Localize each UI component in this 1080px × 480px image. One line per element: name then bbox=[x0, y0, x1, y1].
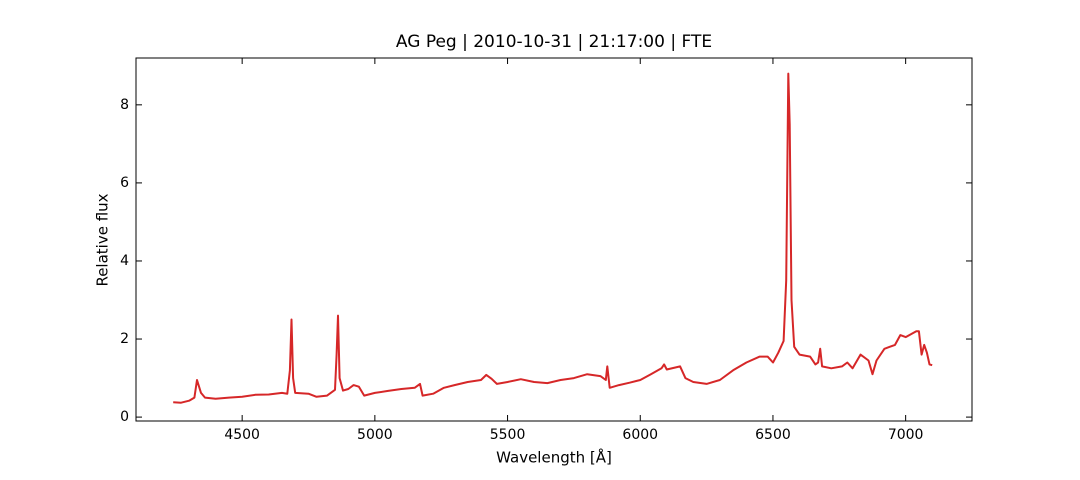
y-tick-label: 2 bbox=[120, 331, 129, 347]
y-tick-label: 6 bbox=[120, 175, 129, 191]
chart-title: AG Peg | 2010-10-31 | 21:17:00 | FTE bbox=[396, 32, 712, 52]
x-tick-label: 6000 bbox=[622, 427, 658, 443]
x-tick-label: 4500 bbox=[224, 427, 260, 443]
y-axis-label: Relative flux bbox=[94, 193, 112, 286]
x-tick-label: 6500 bbox=[755, 427, 791, 443]
y-tick-label: 4 bbox=[120, 253, 129, 269]
y-tick-label: 8 bbox=[120, 97, 129, 113]
x-tick-label: 5000 bbox=[357, 427, 393, 443]
y-tick-label: 0 bbox=[120, 409, 129, 425]
plot-frame bbox=[135, 57, 973, 422]
x-axis-label: Wavelength [Å] bbox=[496, 448, 612, 467]
spectrum-line bbox=[173, 72, 933, 404]
x-tick-label: 7000 bbox=[888, 427, 924, 443]
x-tick-label: 5500 bbox=[490, 427, 526, 443]
